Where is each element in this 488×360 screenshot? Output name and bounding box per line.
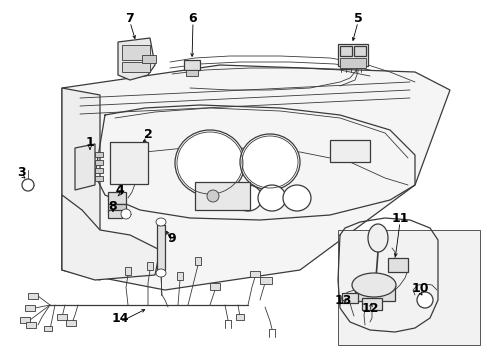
Bar	[26, 322, 36, 328]
Ellipse shape	[156, 218, 165, 226]
Ellipse shape	[367, 224, 387, 252]
Text: 6: 6	[188, 12, 197, 24]
Bar	[337, 44, 367, 66]
Bar	[209, 283, 220, 290]
Polygon shape	[337, 230, 479, 345]
Bar	[95, 168, 103, 173]
Bar	[183, 60, 200, 70]
Bar	[177, 272, 183, 280]
Text: 14: 14	[111, 311, 128, 324]
Bar	[353, 46, 365, 56]
Polygon shape	[62, 195, 160, 280]
Bar	[44, 326, 52, 331]
Bar	[147, 262, 153, 270]
Bar	[108, 210, 122, 218]
Ellipse shape	[240, 134, 299, 190]
Bar	[195, 182, 249, 210]
Bar	[20, 317, 30, 323]
Bar	[108, 192, 126, 204]
Bar	[195, 257, 201, 265]
Ellipse shape	[156, 269, 165, 277]
Ellipse shape	[351, 273, 395, 297]
Bar	[66, 320, 76, 326]
Bar	[142, 55, 156, 63]
Text: 8: 8	[108, 201, 117, 213]
Bar	[387, 258, 407, 272]
Bar	[122, 45, 150, 60]
Bar	[122, 62, 150, 72]
Bar	[57, 314, 67, 320]
Bar	[236, 314, 244, 320]
Bar	[341, 293, 357, 303]
Bar	[249, 271, 260, 277]
Ellipse shape	[206, 190, 219, 202]
Bar	[28, 293, 38, 299]
Text: 11: 11	[390, 211, 408, 225]
Bar	[95, 176, 103, 181]
Bar	[361, 298, 381, 310]
Ellipse shape	[416, 292, 432, 308]
Bar	[108, 204, 126, 212]
Ellipse shape	[121, 209, 131, 219]
Bar	[339, 46, 351, 56]
Bar	[260, 277, 271, 284]
Polygon shape	[62, 88, 100, 280]
Text: 7: 7	[125, 12, 134, 24]
Bar	[25, 305, 35, 311]
Bar	[354, 285, 394, 301]
Ellipse shape	[258, 185, 285, 211]
Ellipse shape	[283, 185, 310, 211]
Bar	[157, 225, 164, 270]
Ellipse shape	[234, 185, 262, 211]
Polygon shape	[75, 144, 95, 190]
Bar	[185, 70, 198, 76]
Bar	[95, 160, 103, 165]
Text: 12: 12	[361, 302, 378, 315]
Text: 10: 10	[410, 282, 428, 294]
Bar	[95, 152, 103, 157]
Text: 3: 3	[18, 166, 26, 179]
Ellipse shape	[22, 179, 34, 191]
Text: 1: 1	[85, 135, 94, 148]
Polygon shape	[62, 65, 449, 290]
Bar	[110, 142, 148, 184]
Text: 9: 9	[167, 231, 176, 244]
Polygon shape	[118, 38, 155, 80]
Ellipse shape	[175, 130, 244, 196]
Bar	[329, 140, 369, 162]
Bar	[339, 58, 365, 68]
Text: 5: 5	[353, 12, 362, 24]
Bar	[125, 267, 131, 275]
Text: 4: 4	[115, 184, 124, 197]
Text: 2: 2	[143, 129, 152, 141]
Text: 13: 13	[334, 293, 351, 306]
